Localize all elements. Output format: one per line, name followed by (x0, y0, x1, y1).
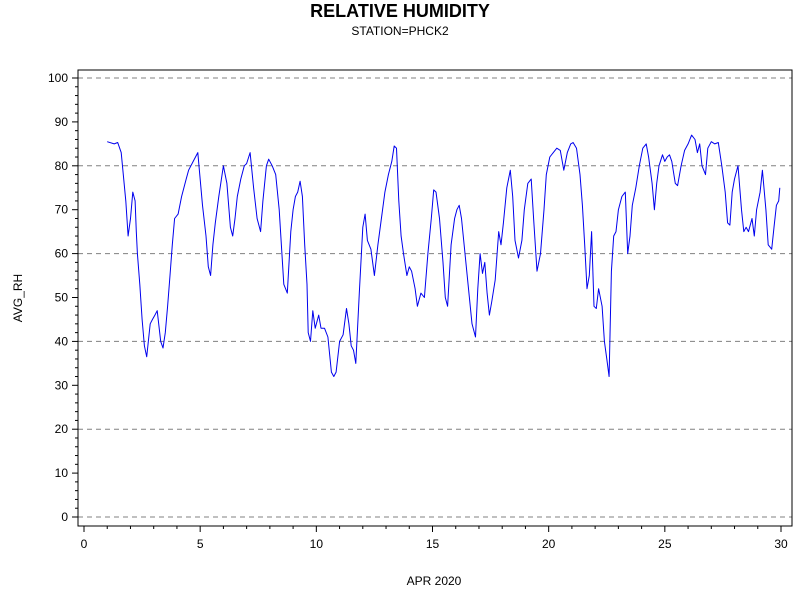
y-tick-label: 60 (55, 247, 69, 261)
series-line-0 (107, 134, 781, 377)
y-tick-label: 10 (55, 466, 69, 480)
y-tick-label: 50 (55, 291, 69, 305)
x-tick-label: 20 (542, 537, 556, 551)
grid-lines (78, 77, 792, 518)
x-tick-label: 0 (81, 537, 88, 551)
y-tick-label: 40 (55, 334, 69, 348)
y-tick-label: 0 (61, 510, 68, 524)
y-axis: 0 10 20 30 40 50 60 70 80 90 100 (48, 71, 78, 524)
y-tick-label: 70 (55, 203, 69, 217)
y-tick-label: 20 (55, 422, 69, 436)
x-tick-label: 10 (310, 537, 324, 551)
y-tick-label: 80 (55, 159, 69, 173)
y-tick-label: 30 (55, 378, 69, 392)
x-tick-label: 5 (197, 537, 204, 551)
chart-title: RELATIVE HUMIDITY (310, 1, 490, 21)
x-tick-label: 15 (426, 537, 440, 551)
y-axis-label: AVG_RH (11, 274, 25, 322)
plot-frame (77, 69, 793, 527)
x-axis-label: APR 2020 (407, 574, 462, 588)
x-tick-label: 30 (774, 537, 788, 551)
series-layer (107, 134, 781, 377)
x-tick-label: 25 (658, 537, 672, 551)
x-axis: 0 5 10 15 20 25 30 (81, 526, 788, 551)
chart-subtitle: STATION=PHCK2 (351, 24, 449, 38)
y-tick-label: 90 (55, 115, 69, 129)
y-tick-label: 100 (48, 71, 68, 85)
